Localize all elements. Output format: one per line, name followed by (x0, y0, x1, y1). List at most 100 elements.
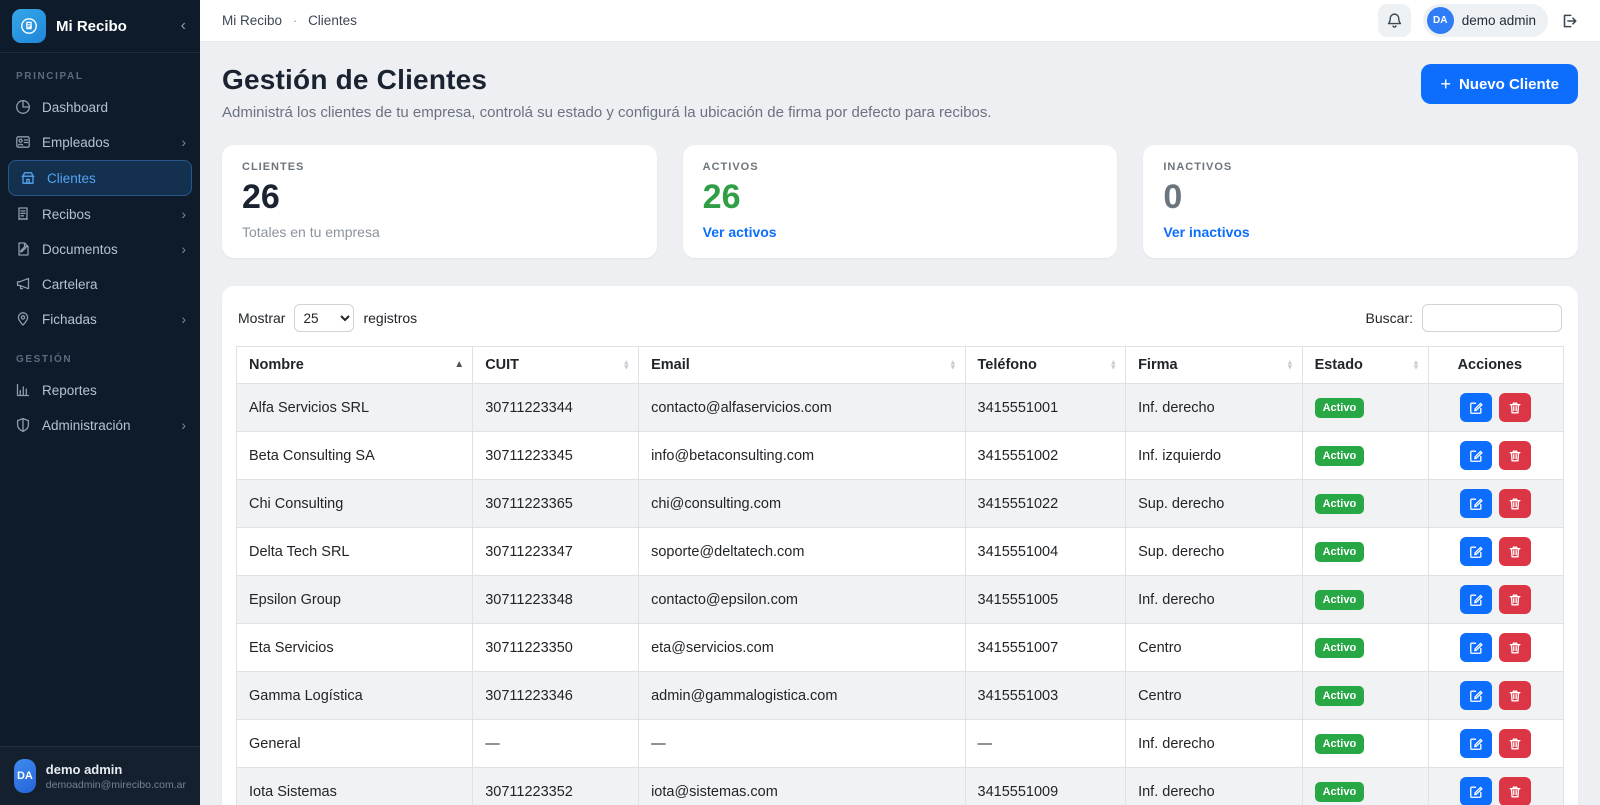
cell-acciones (1427, 671, 1565, 721)
column-label: Firma (1138, 357, 1178, 374)
delete-button[interactable] (1499, 441, 1532, 471)
delete-button[interactable] (1499, 537, 1532, 567)
column-label: Acciones (1457, 357, 1523, 374)
map-pin-icon (14, 311, 31, 328)
cell-telefono: 3415551007 (964, 623, 1127, 673)
cell-nombre: Gamma Logística (235, 671, 474, 721)
clients-table-panel: Mostrar 25 registros Buscar: Nombre ▲ CUIT… (222, 286, 1578, 805)
sidebar-user-name: demo admin (45, 761, 123, 777)
table-row: Iota Sistemas 30711223352 iota@sistemas.co… (235, 767, 1565, 805)
status-badge: Activo (1314, 637, 1365, 658)
stat-label: ACTIVOS (702, 161, 759, 173)
sidebar-item-documentos[interactable]: Documentos › (0, 232, 200, 266)
column-header-cuit[interactable]: CUIT ▲ ▼ (472, 346, 640, 385)
user-menu[interactable]: DA demo admin (1422, 4, 1548, 37)
sidebar-nav: PRINCIPAL Dashboard Empleados › Clientes Reci… (0, 53, 200, 443)
cell-cuit: 30711223344 (472, 383, 640, 433)
sidebar-user-panel[interactable]: DA demo admin demoadmin@mirecibo.com.ar (0, 746, 200, 805)
column-label: Teléfono (977, 357, 1037, 374)
delete-button[interactable] (1499, 777, 1532, 805)
cell-nombre: Delta Tech SRL (235, 527, 474, 577)
status-badge: Activo (1314, 589, 1365, 610)
logout-button[interactable] (1560, 12, 1578, 30)
cell-telefono: 3415551004 (964, 527, 1127, 577)
delete-button[interactable] (1499, 729, 1532, 759)
column-label: Email (651, 357, 690, 374)
column-header-nombre[interactable]: Nombre ▲ (235, 346, 474, 385)
status-badge: Activo (1314, 445, 1365, 466)
edit-button[interactable] (1460, 537, 1493, 567)
table-row: Delta Tech SRL 30711223347 soporte@deltate… (235, 527, 1565, 577)
stat-link[interactable]: Ver inactivos (1163, 224, 1250, 241)
app-logo-icon (12, 9, 46, 43)
show-label: Mostrar (238, 310, 286, 327)
sort-icon: ▲ ▼ (949, 357, 957, 372)
clients-table: Nombre ▲ CUIT ▲ ▼ Email ▲ ▼ Teléfono ▲ ▼ Firma ▲ ▼ Est… (235, 346, 1565, 805)
page-subtitle: Administrá los clientes de tu empresa, c… (222, 104, 992, 121)
delete-button[interactable] (1499, 681, 1532, 711)
table-row: General — — — Inf. derecho Activo (235, 719, 1565, 769)
delete-button[interactable] (1499, 393, 1532, 423)
status-badge: Activo (1314, 685, 1365, 706)
breadcrumb-root[interactable]: Mi Recibo (222, 13, 283, 28)
new-client-button[interactable]: + Nuevo Cliente (1421, 64, 1578, 104)
cell-estado: Activo (1301, 623, 1429, 673)
cell-cuit: 30711223347 (472, 527, 640, 577)
cell-telefono: 3415551009 (964, 767, 1127, 805)
column-header-estado[interactable]: Estado ▲ ▼ (1301, 346, 1429, 385)
cell-cuit: 30711223348 (472, 575, 640, 625)
notifications-button[interactable] (1377, 4, 1411, 37)
sidebar-item-empleados[interactable]: Empleados › (0, 125, 200, 159)
search-label: Buscar: (1365, 310, 1413, 327)
sidebar-item-administracion[interactable]: Administración › (0, 408, 200, 442)
edit-button[interactable] (1460, 393, 1493, 423)
edit-button[interactable] (1460, 633, 1493, 663)
sidebar-item-label: Empleados (42, 134, 110, 150)
plus-icon: + (1440, 74, 1451, 94)
cell-acciones (1427, 431, 1565, 481)
delete-button[interactable] (1499, 633, 1532, 663)
page-content: Gestión de Clientes Administrá los clien… (200, 42, 1600, 805)
column-header-firma[interactable]: Firma ▲ ▼ (1125, 346, 1303, 385)
page-size-select[interactable]: 25 (294, 304, 355, 333)
edit-button[interactable] (1460, 729, 1493, 759)
status-badge: Activo (1314, 493, 1365, 514)
cell-cuit: 30711223352 (472, 767, 640, 805)
cell-cuit: 30711223350 (472, 623, 640, 673)
cell-firma: Inf. derecho (1125, 767, 1303, 805)
nav-section-label: PRINCIPAL (16, 71, 84, 82)
sidebar-item-clientes[interactable]: Clientes (8, 160, 192, 196)
cell-nombre: Beta Consulting SA (235, 431, 474, 481)
sidebar-item-fichadas[interactable]: Fichadas › (0, 302, 200, 336)
sidebar-item-label: Reportes (42, 382, 97, 398)
cell-cuit: 30711223365 (472, 479, 640, 529)
search-input[interactable] (1422, 304, 1562, 333)
sidebar-item-recibos[interactable]: Recibos › (0, 197, 200, 231)
sidebar-item-cartelera[interactable]: Cartelera (0, 267, 200, 301)
breadcrumb-current: Clientes (308, 13, 357, 28)
sidebar-collapse-icon[interactable]: ‹ (180, 17, 186, 34)
table-row: Gamma Logística 30711223346 admin@gammalog… (235, 671, 1565, 721)
edit-button[interactable] (1460, 489, 1493, 519)
avatar: DA (1426, 7, 1454, 34)
column-header-telefono[interactable]: Teléfono ▲ ▼ (964, 346, 1127, 385)
stat-link[interactable]: Ver activos (702, 224, 777, 241)
receipt-icon (14, 206, 31, 223)
document-icon (14, 241, 31, 258)
column-header-email[interactable]: Email ▲ ▼ (638, 346, 966, 385)
cell-acciones (1427, 767, 1565, 805)
edit-button[interactable] (1460, 585, 1493, 615)
stats-cards: CLIENTES 26 Totales en tu empresa ACTIVOS 26… (222, 145, 1578, 259)
shield-icon (14, 417, 31, 434)
sidebar-item-dashboard[interactable]: Dashboard (0, 90, 200, 124)
edit-button[interactable] (1460, 441, 1493, 471)
cell-estado: Activo (1301, 719, 1429, 769)
delete-button[interactable] (1499, 585, 1532, 615)
edit-button[interactable] (1460, 681, 1493, 711)
sidebar-item-label: Administración (42, 417, 131, 433)
stat-label: CLIENTES (242, 161, 305, 173)
table-row: Alfa Servicios SRL 30711223344 contacto@al… (235, 383, 1565, 433)
sidebar-item-reportes[interactable]: Reportes (0, 373, 200, 407)
delete-button[interactable] (1499, 489, 1532, 519)
edit-button[interactable] (1460, 777, 1493, 805)
